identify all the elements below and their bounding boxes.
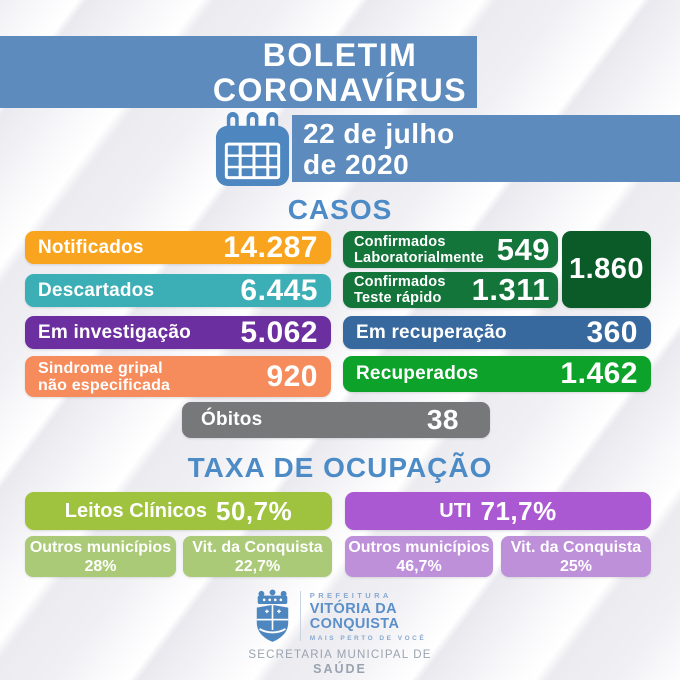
flu-syndrome-label-line2: não especificada	[38, 376, 171, 394]
deaths-box: Óbitos 38	[182, 402, 490, 438]
notified-label: Notificados	[38, 236, 144, 258]
icu-conquista-box: Vit. da Conquista 25%	[501, 536, 651, 577]
date-line2: de 2020	[303, 149, 410, 180]
recovered-value: 1.462	[560, 357, 638, 390]
clinical-other-municipalities-box: Outros municípios 28%	[25, 536, 176, 577]
confirmed-lab-label: Confirmados Laboratorialmente	[354, 234, 484, 266]
secretary-block: SECRETARIA MUNICIPAL DE SAÚDE	[0, 649, 680, 676]
icu-box: UTI 71,7%	[345, 492, 651, 530]
secretary-line2: SAÚDE	[313, 662, 367, 676]
date-line1: 22 de julho	[303, 118, 455, 149]
confirmed-lab-value: 549	[496, 231, 550, 267]
flu-syndrome-label: Sindrome gripal não especificada	[38, 360, 170, 394]
icu-other-value: 46,7%	[396, 557, 442, 575]
city-name-line2: CONQUISTA	[309, 615, 400, 632]
deaths-label: Óbitos	[201, 409, 263, 430]
flu-syndrome-box: Sindrome gripal não especificada 920	[25, 356, 331, 397]
confirmed-rapid-label-line2: Teste rápido	[354, 290, 442, 306]
icu-value: 71,7%	[480, 495, 557, 526]
icu-other-label: Outros municípios	[348, 538, 490, 556]
secretary-line1: SECRETARIA MUNICIPAL DE	[248, 649, 432, 661]
recovered-label: Recuperados	[356, 363, 479, 384]
discarded-box: Descartados 6.445	[25, 274, 331, 307]
confirmed-lab-box: Confirmados Laboratorialmente 549	[343, 231, 558, 268]
recovering-value: 360	[586, 315, 638, 349]
bulletin-title: BOLETIM CORONAVÍRUS	[213, 38, 467, 108]
confirmed-lab-label-line2: Laboratorialmente	[354, 249, 484, 266]
city-crest-icon	[256, 589, 289, 642]
clinical-other-value: 28%	[84, 557, 117, 575]
footer-logo: PREFEITURA VITÓRIA DA CONQUISTA MAIS PER…	[0, 588, 680, 644]
investigating-value: 5.062	[240, 315, 318, 349]
clinical-other-label: Outros municípios	[29, 538, 172, 556]
deaths-value: 38	[426, 404, 459, 435]
date-band: 22 de julho de 2020	[292, 115, 680, 182]
confirmed-rapid-label: Confirmados Teste rápido	[354, 274, 446, 306]
logo-text-block: PREFEITURA VITÓRIA DA CONQUISTA MAIS PER…	[310, 591, 426, 642]
confirmed-total-box: 1.860	[562, 231, 651, 308]
clinical-beds-box: Leitos Clínicos 50,7%	[25, 492, 332, 530]
flu-syndrome-label-line1: Sindrome gripal	[38, 359, 163, 377]
city-tagline: MAIS PERTO DE VOCÊ	[309, 634, 427, 642]
clinical-conquista-value: 22,7%	[234, 557, 281, 575]
clinical-conquista-label: Vit. da Conquista	[192, 538, 323, 556]
icu-conquista-label: Vit. da Conquista	[510, 538, 642, 556]
prefeitura-label: PREFEITURA	[309, 590, 392, 600]
confirmed-rapid-box: Confirmados Teste rápido 1.311	[343, 272, 558, 308]
occupancy-section-title: TAXA DE OCUPAÇÃO	[187, 452, 493, 483]
clinical-conquista-box: Vit. da Conquista 22,7%	[183, 536, 332, 577]
investigating-box: Em investigação 5.062	[25, 316, 331, 349]
icu-other-municipalities-box: Outros municípios 46,7%	[345, 536, 493, 577]
recovering-box: Em recuperação 360	[343, 316, 651, 349]
confirmed-lab-label-line1: Confirmados	[354, 233, 446, 250]
icu-label: UTI	[439, 499, 472, 522]
bulletin-date: 22 de julho de 2020	[292, 115, 680, 180]
confirmed-rapid-label-line1: Confirmados	[354, 274, 446, 290]
notified-value: 14.287	[223, 230, 318, 264]
confirmed-rapid-value: 1.311	[471, 272, 550, 307]
bulletin-title-line2: CORONAVÍRUS	[212, 72, 468, 108]
notified-box: Notificados 14.287	[25, 231, 331, 264]
header-band: BOLETIM CORONAVÍRUS	[0, 36, 477, 108]
clinical-beds-value: 50,7%	[216, 495, 293, 526]
confirmed-total-value: 1.860	[568, 253, 645, 285]
icu-conquista-value: 25%	[559, 557, 593, 575]
clinical-beds-label: Leitos Clínicos	[64, 499, 207, 522]
city-name-line1: VITÓRIA DA	[309, 600, 398, 617]
flu-syndrome-value: 920	[266, 359, 318, 393]
discarded-label: Descartados	[38, 279, 155, 301]
discarded-value: 6.445	[240, 273, 318, 307]
bulletin-title-line1: BOLETIM	[262, 37, 418, 73]
recovering-label: Em recuperação	[356, 321, 507, 343]
recovered-box: Recuperados 1.462	[343, 356, 651, 392]
investigating-label: Em investigação	[38, 321, 191, 343]
cases-section-title: CASOS	[287, 194, 393, 225]
calendar-icon	[215, 111, 290, 187]
logo-divider	[299, 591, 301, 641]
